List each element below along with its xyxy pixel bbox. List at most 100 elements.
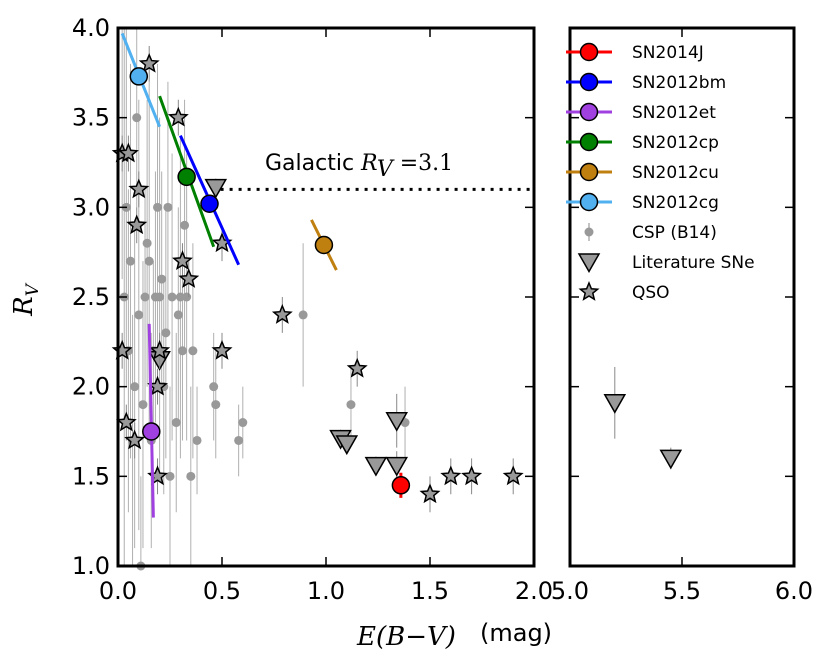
lit-point-7 — [603, 394, 627, 414]
csp-point-29 — [180, 220, 190, 230]
csp-point-7 — [132, 113, 142, 123]
csp-point-35 — [211, 400, 221, 410]
qso-point-12 — [211, 339, 233, 360]
csp-point-36 — [234, 435, 244, 445]
y-tick-label-0: 1.0 — [72, 552, 110, 580]
csp-point-25 — [171, 418, 181, 428]
csp-point-17 — [153, 202, 163, 212]
legend: SN2014J SN2012bm SN2012et SN2012cp SN2012cu S… — [566, 42, 755, 303]
x-left-tick-label-0: 0.0 — [99, 577, 137, 605]
csp-point-24 — [167, 292, 177, 302]
y-tick-label-5: 3.5 — [72, 104, 110, 132]
csp-point-18 — [155, 292, 165, 302]
qso-point-7 — [172, 250, 193, 271]
lit-point-0 — [204, 178, 228, 199]
csp-point-21 — [161, 328, 171, 338]
legend-marker-sn2012et — [579, 102, 599, 122]
sn2012cu-point-0 — [314, 235, 334, 255]
lit-point-5 — [385, 456, 409, 477]
data-layer — [111, 28, 683, 571]
csp-point-4 — [125, 256, 135, 266]
qso-point-4 — [128, 178, 150, 199]
legend-label-csp: CSP (B14) — [632, 223, 717, 243]
sn2012et-segment-0 — [147, 323, 155, 518]
csp-point-32 — [188, 346, 198, 356]
legend-label-sn2014j: SN2014J — [632, 43, 704, 63]
y-tick-label-1: 1.5 — [72, 462, 110, 490]
legend-marker-sn2012cp — [579, 132, 599, 152]
qso-point-16 — [124, 429, 146, 450]
legend-marker-sn2012cg — [579, 192, 599, 212]
x-right-tick-label-2: 6.0 — [775, 577, 813, 605]
sn2012cg-point-0 — [129, 67, 149, 86]
qso-point-11 — [149, 339, 171, 360]
svg-text:RV: RV — [9, 282, 43, 317]
legend-label-sn2012cu: SN2012cu — [632, 163, 719, 183]
qso-point-3 — [117, 142, 139, 163]
y-axis-label: RV — [9, 282, 43, 317]
csp-point-11 — [140, 292, 150, 302]
qso-point-18 — [419, 483, 441, 504]
qso-point-5 — [126, 214, 148, 235]
csp-point-27 — [175, 292, 185, 302]
x-left-tick-label-3: 1.5 — [411, 577, 449, 605]
qso-point-19 — [440, 465, 462, 486]
csp-point-38 — [298, 310, 308, 320]
x-left-tick-label-2: 1.0 — [307, 577, 345, 605]
legend-marker-csp — [584, 227, 594, 237]
x-axis-label: E(B−V) — [356, 622, 456, 652]
csp-point-10 — [138, 400, 148, 410]
y-tick-label-4: 3.0 — [72, 193, 110, 221]
csp-point-26 — [173, 310, 183, 320]
csp-point-39 — [346, 400, 356, 410]
y-tick-label-3: 2.5 — [72, 283, 110, 311]
legend-label-sn2012cp: SN2012cp — [632, 133, 719, 153]
legend-marker-qso — [578, 281, 600, 301]
legend-label-qso: QSO — [632, 283, 670, 303]
y-tick-label-6: 4.0 — [72, 14, 110, 42]
lit-point-3 — [335, 435, 359, 456]
qso-point-15 — [115, 411, 137, 432]
csp-point-8 — [134, 310, 144, 320]
qso-point-10 — [111, 339, 133, 360]
qso-point-0 — [138, 52, 160, 73]
csp-point-30 — [182, 292, 192, 302]
legend-marker-sn2014j — [579, 42, 599, 62]
qso-point-20 — [461, 465, 483, 486]
axes-layer: 1.01.52.02.53.03.54.00.0 0.5 1.0 1.5 2.05.0 5… — [72, 14, 813, 605]
sn2014j-point-0 — [391, 476, 411, 495]
csp-point-23 — [165, 471, 175, 481]
csp-point-31 — [186, 471, 196, 481]
csp-point-12 — [142, 238, 152, 248]
legend-marker-lit — [577, 253, 601, 274]
qso-point-8 — [178, 268, 200, 288]
csp-point-19 — [157, 274, 167, 284]
csp-point-33 — [192, 435, 202, 445]
x-left-tick-label-4: 2.0 — [515, 577, 553, 605]
lit-point-4 — [364, 456, 388, 477]
x-right-tick-label-0: 5.0 — [551, 577, 589, 605]
csp-point-34 — [209, 382, 219, 392]
sn2012et-point-0 — [142, 422, 161, 441]
csp-point-6 — [130, 382, 140, 392]
legend-label-sn2012bm: SN2012bm — [632, 73, 726, 93]
legend-label-lit: Literature SNe — [632, 253, 755, 273]
lit-point-6 — [385, 411, 409, 432]
csp-point-28 — [177, 346, 187, 356]
qso-point-9 — [271, 303, 293, 324]
legend-label-sn2012cg: SN2012cg — [632, 193, 719, 213]
qso-point-1 — [167, 106, 189, 127]
x-axis-unit: (mag) — [480, 619, 552, 647]
legend-marker-sn2012bm — [579, 72, 599, 92]
csp-point-13 — [144, 256, 154, 266]
csp-point-37 — [238, 418, 248, 428]
qso-point-21 — [502, 465, 524, 486]
x-right-tick-label-1: 5.5 — [663, 577, 701, 605]
sn2012bm-point-0 — [200, 194, 219, 213]
sn2012cp-point-0 — [177, 167, 196, 187]
qso-point-13 — [346, 357, 368, 378]
legend-label-sn2012et: SN2012et — [632, 103, 716, 123]
annotation-label: Galactic RV =3.1 — [265, 151, 453, 182]
csp-point-22 — [163, 202, 173, 212]
